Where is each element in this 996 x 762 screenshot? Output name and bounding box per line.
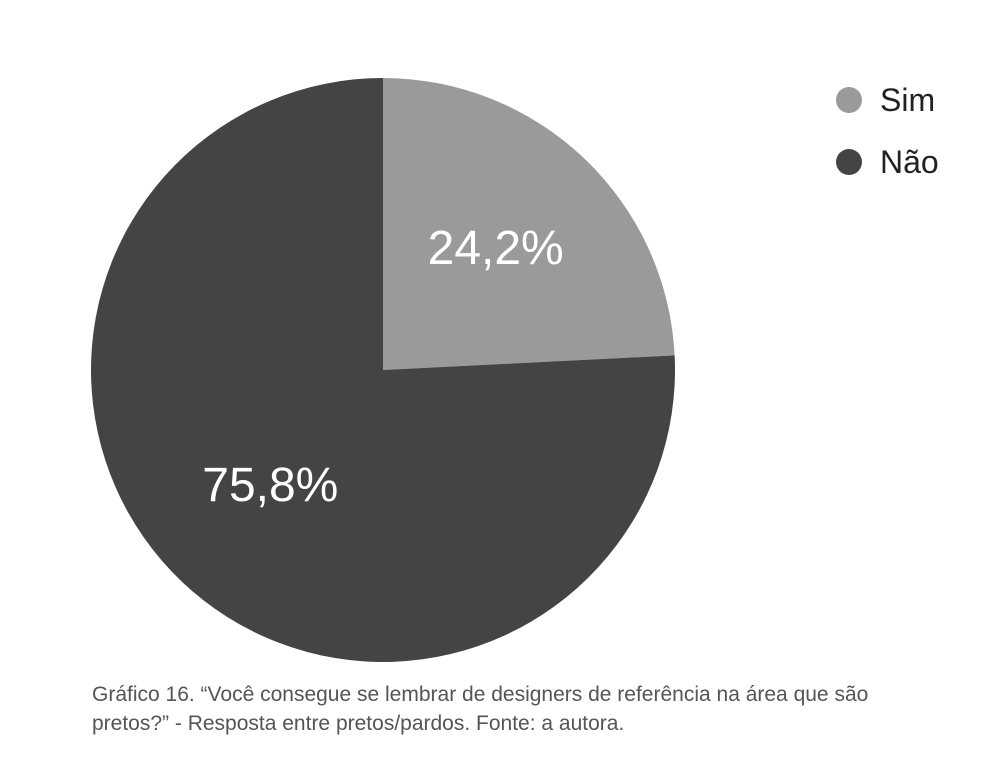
pie-slice-sim: [383, 78, 675, 370]
pie-data-labels: 24,2% 75,8%: [202, 222, 563, 512]
legend-swatch-nao: [836, 149, 862, 175]
legend: Sim Não: [836, 80, 939, 204]
legend-label-sim: Sim: [880, 81, 936, 118]
pie-chart: 24,2% 75,8%: [91, 78, 675, 662]
legend-item-nao: Não: [836, 142, 939, 182]
pie-slices: [91, 78, 675, 662]
figure-caption: Gráfico 16. “Você consegue se lembrar de…: [92, 683, 869, 735]
data-label-sim: 24,2%: [428, 222, 564, 275]
legend-label-nao: Não: [880, 143, 939, 180]
data-label-nao: 75,8%: [202, 459, 338, 512]
legend-swatch-sim: [836, 87, 862, 113]
pie-slice-nao: [91, 78, 675, 662]
legend-item-sim: Sim: [836, 80, 939, 120]
